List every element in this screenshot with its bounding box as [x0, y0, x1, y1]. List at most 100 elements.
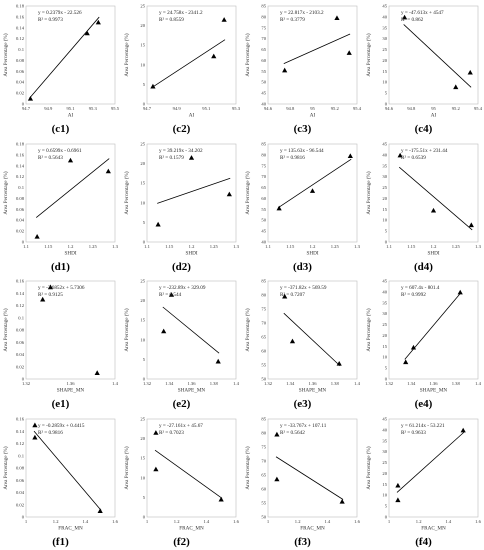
trendline-equation: y = -3.6852x + 5.7306 [38, 285, 85, 291]
panel-label: (f4) [415, 535, 432, 548]
y-tick-label: 55 [261, 206, 266, 211]
data-point [334, 15, 340, 21]
x-tick-label: 1.36 [66, 381, 75, 386]
x-axis-label: SHDI [185, 250, 197, 256]
data-point [336, 361, 342, 366]
y-tick-label: 75 [261, 307, 266, 312]
y-tick-label: 55 [261, 69, 266, 74]
x-tick-label: 1.4 [324, 519, 330, 524]
y-tick-label: 10 [382, 217, 387, 222]
trendline-equation: y = -27.161x + 45.67 [159, 423, 203, 429]
y-tick-label: 25 [140, 416, 145, 421]
data-point [218, 496, 224, 501]
data-point [282, 67, 288, 73]
plot-frame [25, 5, 116, 105]
x-axis-label: AI [68, 113, 74, 119]
chart-panel-f1: 0 0.02 0.04 0.06 0.08 0.1 0.12 0.14 0.16 1 1.2 1.4 1… [0, 413, 121, 550]
y-tick-label: 45 [261, 228, 266, 233]
plot-frame [146, 280, 237, 380]
y-tick-label: 0.04 [16, 80, 25, 85]
trendline-equation: y = 39.219x - 34.202 [159, 148, 203, 154]
chart-panel-c2: 0 5 10 15 20 25 94.7 94.9 95.1 95.3 AI Area Percent… [121, 0, 242, 138]
y-tick-label: 40 [382, 152, 387, 157]
y-tick-label: 10 [140, 475, 145, 480]
y-tick-label: 65 [261, 185, 266, 190]
x-axis-label: SHAPE_MN [178, 388, 206, 394]
x-tick-label: 95.3 [89, 106, 98, 111]
data-point [468, 221, 474, 227]
chart-d1: 0 0.02 0.04 0.06 0.08 0.1 0.12 0.14 0.16 0.18 1.1 1… [2, 141, 119, 256]
chart-e2: 0 5 10 15 20 25 1.32 1.34 1.36 1.38 1.4 SHAPE_MN Are… [123, 279, 240, 394]
y-tick-label: 0 [22, 102, 25, 107]
data-point [97, 507, 103, 513]
r-squared-label: R² = 0.6539 [401, 155, 426, 161]
y-axis-label: Area Percentage (%) [244, 33, 251, 76]
x-tick-label: 1.38 [331, 381, 340, 386]
x-tick-label: 1.6 [354, 519, 360, 524]
x-tick-label: 1.2 [189, 244, 195, 249]
trendline [275, 455, 344, 500]
chart-panel-e2: 0 5 10 15 20 25 1.32 1.34 1.36 1.38 1.4 SHAPE_MN Are… [121, 275, 242, 413]
r-squared-label: R² = 0.544 [159, 292, 182, 298]
data-point [226, 191, 232, 196]
y-axis-label: Area Percentage (%) [244, 446, 251, 489]
y-tick-label: 0.14 [16, 163, 25, 168]
data-point [274, 431, 280, 436]
chart-e1: 0 0.02 0.04 0.06 0.08 0.1 0.12 0.14 0.16 1.32 1.36… [2, 279, 119, 394]
trendline [151, 39, 226, 88]
trendline [154, 449, 223, 499]
data-point [215, 358, 221, 364]
r-squared-label: R² = 0.9816 [38, 430, 63, 436]
x-tick-label: 94.6 [385, 106, 394, 111]
y-tick-label: 45 [261, 91, 266, 96]
y-tick-label: 5 [385, 228, 388, 233]
y-tick-label: 15 [382, 206, 387, 211]
y-tick-label: 0.18 [16, 4, 25, 9]
y-tick-label: 65 [261, 472, 266, 477]
trendline [29, 16, 100, 99]
chart-d4: 0 5 10 15 20 25 30 35 40 45 1.1 1.15 1.2 1.25 1.3 SHDI A… [365, 141, 482, 256]
data-point [95, 19, 101, 25]
x-tick-label: 94.9 [173, 106, 182, 111]
panel-label: (e4) [414, 398, 433, 410]
chart-e3: 50 55 60 65 70 75 80 85 1.32 1.34 1.36 1.38 1.4 SHAPE… [244, 279, 361, 394]
data-point [105, 168, 111, 173]
data-point [274, 476, 280, 481]
x-tick-label: 95 [310, 106, 315, 111]
r-squared-label: R² = 0.9992 [401, 292, 426, 298]
data-point [397, 152, 403, 157]
trendline-equation: y = 135.63x - 96.544 [280, 148, 324, 154]
y-tick-label: 40 [261, 102, 266, 107]
panel-label: (d2) [172, 260, 191, 273]
x-tick-label: 1.32 [264, 381, 273, 386]
trendline [403, 24, 472, 88]
x-tick-label: 94.9 [44, 106, 53, 111]
r-squared-label: R² = 0.7207 [280, 292, 305, 298]
x-tick-label: 1.2 [431, 244, 437, 249]
x-axis-label: SHDI [64, 250, 76, 256]
y-tick-label: 45 [382, 4, 387, 9]
panel-label: (e3) [293, 398, 312, 410]
x-tick-label: 1.1 [23, 244, 29, 249]
x-axis-label: SHDI [427, 250, 439, 256]
x-tick-label: 1.4 [233, 381, 239, 386]
panel-label: (c2) [172, 123, 191, 135]
x-tick-label: 1.6 [112, 519, 118, 524]
plot-frame [25, 143, 116, 242]
data-point [161, 328, 167, 334]
plot-frame [25, 280, 116, 380]
y-tick-label: 25 [140, 141, 145, 146]
y-axis-label: Area Percentage (%) [365, 308, 372, 351]
x-tick-label: 1.1 [265, 244, 271, 249]
panel-label: (c3) [293, 123, 312, 135]
y-tick-label: 20 [140, 436, 145, 441]
data-point [34, 233, 40, 239]
y-tick-label: 0 [143, 377, 146, 382]
y-tick-label: 60 [261, 486, 266, 491]
y-tick-label: 80 [261, 430, 266, 435]
y-tick-label: 0.16 [16, 416, 25, 421]
chart-panel-c4: 0 5 10 15 20 25 30 35 40 45 94.6 94.8 95 95.2 95.4 AI Ar… [363, 0, 484, 138]
data-point [309, 187, 316, 193]
y-tick-label: 45 [382, 279, 387, 284]
x-tick-label: 1.1 [386, 244, 392, 249]
